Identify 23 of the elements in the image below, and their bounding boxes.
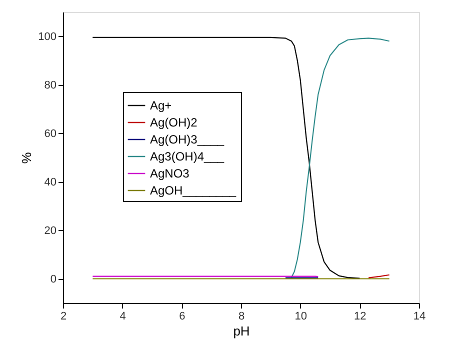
x-tick-label: 6 — [179, 310, 186, 322]
y-tick-label: 60 — [44, 128, 56, 140]
legend-label: Ag+ — [150, 98, 172, 112]
x-tick-label: 10 — [294, 310, 307, 322]
line-series — [290, 38, 390, 278]
x-axis-title: pH — [233, 324, 250, 338]
x-tick-label: 8 — [238, 310, 245, 322]
legend-label: AgNO3 — [150, 166, 190, 180]
y-tick-label: 20 — [44, 224, 56, 237]
legend-label: Ag(OH)3____ — [150, 132, 224, 146]
x-tick-label: 4 — [120, 310, 126, 322]
legend-label: Ag(OH)2 — [150, 116, 198, 130]
y-tick-label: 40 — [44, 176, 56, 188]
legend-label: AgOH________ — [150, 184, 236, 198]
x-tick-label: 12 — [354, 310, 366, 322]
y-tick-label: 80 — [44, 79, 56, 92]
line-series — [92, 36, 360, 279]
x-tick-label: 2 — [60, 310, 67, 322]
y-tick-label: 0 — [50, 273, 56, 286]
legend-label: Ag3(OH)4___ — [150, 150, 224, 164]
x-tick-label: 14 — [413, 310, 426, 322]
y-tick-label: 100 — [38, 30, 56, 43]
y-axis-title: % — [19, 152, 34, 164]
